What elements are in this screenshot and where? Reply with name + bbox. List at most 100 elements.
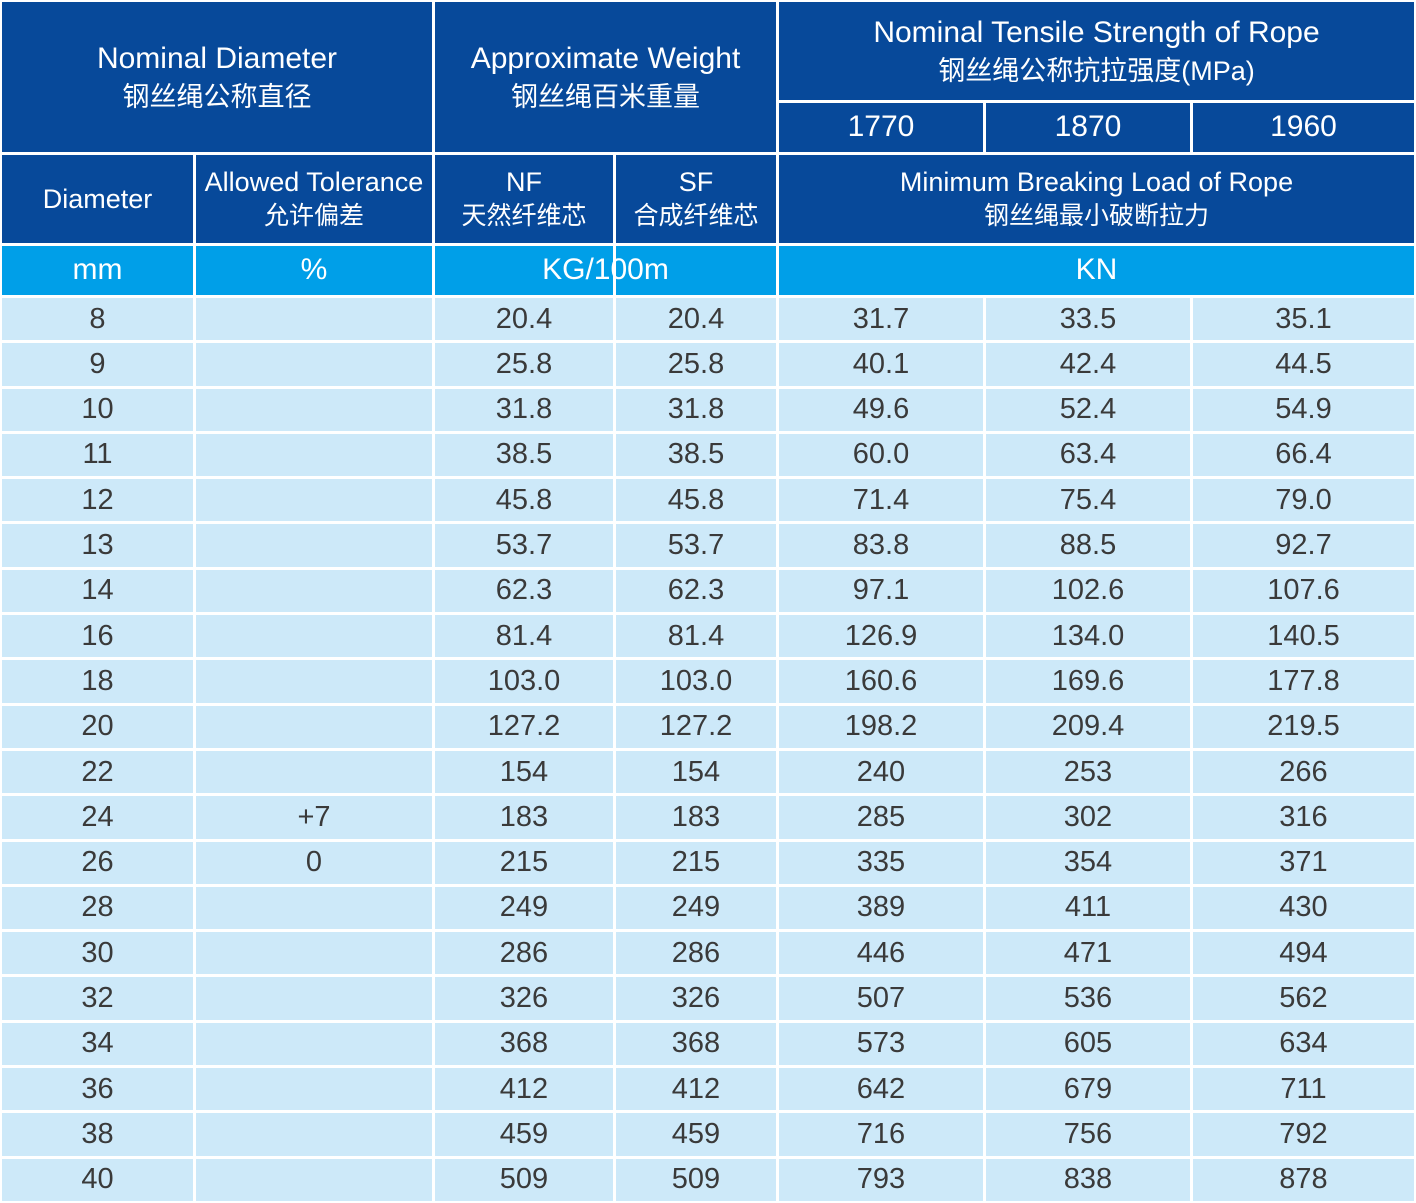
cell-breaking-load-1770: 507 [779, 977, 983, 1020]
cell-nf-weight: 154 [435, 750, 613, 794]
cell-breaking-load-1770: 71.4 [779, 479, 983, 522]
cell-nf-weight: 103.0 [435, 660, 613, 703]
cell-nf-weight: 31.8 [435, 388, 613, 431]
cell-diameter: 40 [2, 1158, 193, 1201]
cell-nf-weight: 25.8 [435, 343, 613, 386]
cell-breaking-load-1870: 354 [986, 841, 1190, 884]
cell-breaking-load-1960: 634 [1193, 1022, 1414, 1066]
header-nf-zh: 天然纤维芯 [461, 202, 587, 231]
unit-percent: % [196, 246, 432, 295]
cell-diameter: 9 [2, 343, 193, 386]
cell-tolerance [196, 569, 432, 613]
cell-breaking-load-1870: 536 [986, 977, 1190, 1020]
cell-diameter: 28 [2, 886, 193, 930]
cell-nf-weight: 459 [435, 1113, 613, 1156]
header-tensile-strength: Nominal Tensile Strength of Rope 钢丝绳公称抗拉… [779, 2, 1414, 100]
cell-breaking-load-1770: 285 [779, 796, 983, 839]
cell-sf-weight: 31.8 [616, 388, 776, 431]
cell-breaking-load-1770: 31.7 [779, 298, 983, 341]
cell-breaking-load-1870: 679 [986, 1068, 1190, 1111]
cell-breaking-load-1960: 562 [1193, 977, 1414, 1020]
cell-nf-weight: 215 [435, 841, 613, 884]
cell-nf-weight: 509 [435, 1158, 613, 1201]
header-allowed-tolerance: Allowed Tolerance 允许偏差 [196, 155, 432, 243]
cell-sf-weight: 81.4 [616, 615, 776, 658]
cell-nf-weight: 38.5 [435, 433, 613, 477]
cell-tolerance [196, 1022, 432, 1066]
unit-kn: KN [779, 246, 1414, 295]
unit-kg-per-100m: KG/100m [435, 246, 776, 295]
cell-diameter: 30 [2, 932, 193, 975]
cell-tolerance: +7 [196, 796, 432, 839]
cell-sf-weight: 326 [616, 977, 776, 1020]
cell-breaking-load-1960: 792 [1193, 1113, 1414, 1156]
cell-breaking-load-1960: 177.8 [1193, 660, 1414, 703]
cell-breaking-load-1960: 878 [1193, 1158, 1414, 1201]
header-min-breaking-load: Minimum Breaking Load of Rope 钢丝绳最小破断拉力 [779, 155, 1414, 243]
cell-tolerance [196, 660, 432, 703]
cell-diameter: 11 [2, 433, 193, 477]
header-min-breaking-load-zh: 钢丝绳最小破断拉力 [983, 202, 1209, 231]
cell-nf-weight: 326 [435, 977, 613, 1020]
cell-sf-weight: 38.5 [616, 433, 776, 477]
cell-breaking-load-1960: 79.0 [1193, 479, 1414, 522]
cell-breaking-load-1870: 209.4 [986, 705, 1190, 748]
cell-tolerance [196, 1113, 432, 1156]
cell-tolerance [196, 977, 432, 1020]
cell-tolerance [196, 524, 432, 567]
cell-tolerance [196, 343, 432, 386]
header-nominal-diameter: Nominal Diameter 钢丝绳公称直径 [2, 2, 432, 152]
cell-nf-weight: 286 [435, 932, 613, 975]
header-nominal-diameter-en: Nominal Diameter [96, 41, 338, 75]
cell-breaking-load-1960: 66.4 [1193, 433, 1414, 477]
cell-breaking-load-1960: 92.7 [1193, 524, 1414, 567]
header-allowed-tolerance-en: Allowed Tolerance [204, 166, 424, 197]
header-grade-1960: 1960 [1193, 103, 1414, 152]
cell-diameter: 20 [2, 705, 193, 748]
cell-sf-weight: 103.0 [616, 660, 776, 703]
cell-tolerance [196, 1158, 432, 1201]
cell-breaking-load-1870: 88.5 [986, 524, 1190, 567]
cell-tolerance [196, 479, 432, 522]
cell-breaking-load-1960: 44.5 [1193, 343, 1414, 386]
cell-breaking-load-1770: 335 [779, 841, 983, 884]
cell-tolerance [196, 1068, 432, 1111]
cell-diameter: 16 [2, 615, 193, 658]
cell-breaking-load-1770: 126.9 [779, 615, 983, 658]
cell-breaking-load-1770: 573 [779, 1022, 983, 1066]
cell-breaking-load-1770: 160.6 [779, 660, 983, 703]
cell-breaking-load-1870: 134.0 [986, 615, 1190, 658]
cell-breaking-load-1870: 42.4 [986, 343, 1190, 386]
cell-sf-weight: 412 [616, 1068, 776, 1111]
cell-diameter: 18 [2, 660, 193, 703]
cell-breaking-load-1870: 63.4 [986, 433, 1190, 477]
header-diameter-label: Diameter [42, 183, 153, 214]
cell-diameter: 34 [2, 1022, 193, 1066]
header-sf: SF 合成纤维芯 [616, 155, 776, 243]
cell-sf-weight: 154 [616, 750, 776, 794]
cell-diameter: 24 [2, 796, 193, 839]
cell-nf-weight: 45.8 [435, 479, 613, 522]
cell-breaking-load-1870: 471 [986, 932, 1190, 975]
cell-breaking-load-1870: 411 [986, 886, 1190, 930]
header-nf: NF 天然纤维芯 [435, 155, 613, 243]
cell-tolerance [196, 388, 432, 431]
header-grade-1870: 1870 [986, 103, 1190, 152]
cell-diameter: 14 [2, 569, 193, 613]
cell-sf-weight: 45.8 [616, 479, 776, 522]
cell-breaking-load-1870: 838 [986, 1158, 1190, 1201]
header-nf-en: NF [506, 166, 542, 197]
cell-tolerance: 0 [196, 841, 432, 884]
cell-nf-weight: 127.2 [435, 705, 613, 748]
cell-breaking-load-1770: 40.1 [779, 343, 983, 386]
cell-diameter: 12 [2, 479, 193, 522]
cell-breaking-load-1960: 219.5 [1193, 705, 1414, 748]
cell-diameter: 13 [2, 524, 193, 567]
cell-breaking-load-1870: 33.5 [986, 298, 1190, 341]
cell-sf-weight: 459 [616, 1113, 776, 1156]
cell-breaking-load-1770: 49.6 [779, 388, 983, 431]
cell-breaking-load-1960: 316 [1193, 796, 1414, 839]
cell-tolerance [196, 298, 432, 341]
cell-diameter: 10 [2, 388, 193, 431]
cell-breaking-load-1960: 371 [1193, 841, 1414, 884]
